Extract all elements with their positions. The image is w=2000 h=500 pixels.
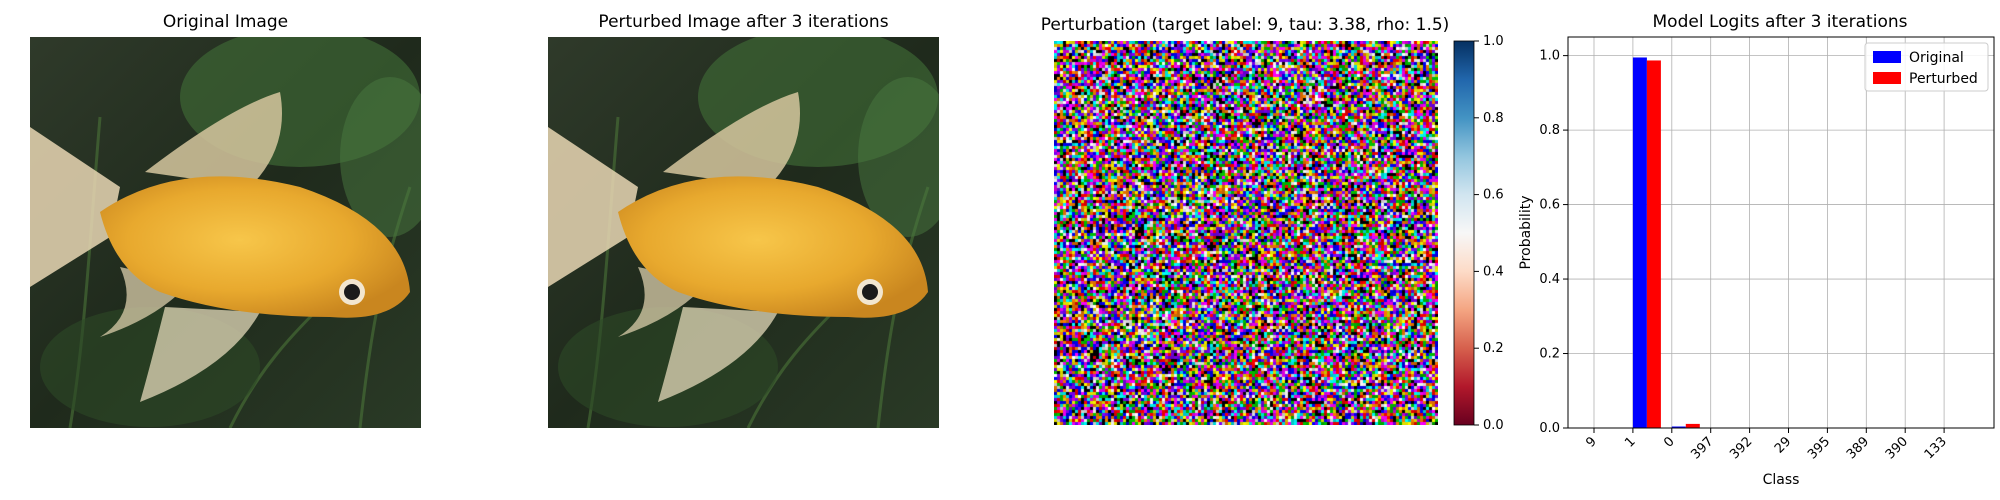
colorbar-gradient [1453, 40, 1475, 426]
x-tick-label: 389 [1844, 434, 1872, 462]
x-axis-label: Class [1763, 472, 1800, 488]
original-image-title: Original Image [162, 12, 289, 32]
colorbar-tick-label: 0.0 [1483, 418, 1504, 433]
bar-perturbed-0 [1685, 423, 1700, 428]
logits-chart-title: Model Logits after 3 iterations [1652, 12, 1908, 32]
x-tick-label: 392 [1727, 434, 1755, 462]
perturbed-image [548, 37, 939, 428]
x-tick-label: 29 [1772, 434, 1794, 456]
x-tick-label: 1 [1622, 434, 1638, 450]
y-tick-label: 1.0 [1539, 49, 1560, 64]
x-tick-label: 9 [1583, 434, 1599, 450]
y-tick-label: 0.2 [1539, 347, 1560, 362]
colorbar-tick-label: 1.0 [1483, 34, 1504, 49]
x-tick-label: 395 [1805, 434, 1833, 462]
x-tick-label: 133 [1922, 434, 1950, 462]
bar-original-0 [1671, 426, 1686, 428]
perturbed-image-title: Perturbed Image after 3 iterations [598, 12, 889, 32]
colorbar-tick-label: 0.8 [1483, 111, 1504, 126]
perturbation-title: Perturbation (target label: 9, tau: 3.38… [1040, 15, 1450, 35]
x-tick-label: 390 [1883, 434, 1911, 462]
y-tick-label: 0.6 [1539, 198, 1560, 213]
bar-original-1 [1632, 57, 1647, 428]
y-tick-label: 0.4 [1539, 272, 1560, 287]
original-image [30, 37, 421, 428]
plot-frame [1567, 36, 1995, 429]
colorbar: 0.0 0.2 0.4 0.6 0.8 1.0 [1453, 34, 1504, 433]
colorbar-tick-label: 0.4 [1483, 264, 1504, 279]
legend-swatch-perturbed [1873, 72, 1901, 84]
y-axis-label: Probability [1518, 195, 1534, 269]
bar-perturbed-1 [1646, 60, 1661, 429]
x-tick-label: 0 [1661, 434, 1677, 450]
colorbar-tick-label: 0.2 [1483, 341, 1504, 356]
y-tick-label: 0.8 [1539, 123, 1560, 138]
legend-swatch-original [1873, 51, 1901, 63]
y-tick-label: 0.0 [1539, 421, 1560, 436]
legend-label-perturbed: Perturbed [1909, 71, 1978, 87]
legend: Original Perturbed [1864, 42, 1989, 92]
legend-label-original: Original [1909, 50, 1964, 66]
colorbar-tick-label: 0.6 [1483, 188, 1504, 203]
x-tick-label: 397 [1688, 434, 1716, 462]
logits-bar-chart: 0.0 0.2 0.4 0.6 0.8 1.0 9 1 0 397 392 29 395 389 390 13… [1518, 36, 1995, 488]
perturbation-noise-image [1054, 41, 1438, 425]
